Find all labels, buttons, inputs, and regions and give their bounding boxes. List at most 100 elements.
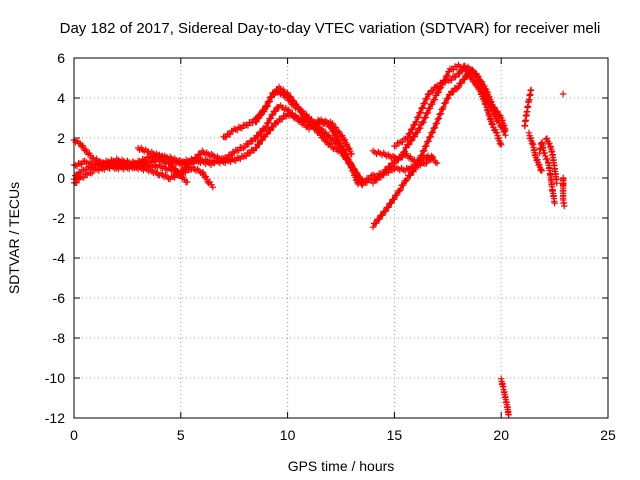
- data-point: [304, 113, 311, 121]
- data-point: [259, 137, 266, 144]
- data-point: [480, 95, 487, 102]
- data-point: [415, 113, 422, 121]
- data-point: [444, 72, 451, 79]
- data-point: [369, 224, 377, 231]
- y-tick-label: -4: [53, 250, 66, 266]
- data-point: [253, 118, 260, 126]
- data-point: [315, 128, 322, 135]
- data-point: [256, 140, 263, 148]
- x-tick-label: 10: [280, 427, 296, 443]
- data-point: [399, 153, 406, 160]
- data-point: [489, 121, 496, 128]
- data-point: [525, 129, 533, 136]
- data-point: [382, 208, 390, 215]
- data-point: [482, 85, 489, 92]
- y-tick-label: 0: [57, 170, 65, 186]
- data-point: [527, 134, 534, 142]
- data-point: [252, 136, 259, 143]
- data-point: [177, 172, 184, 179]
- y-tick-label: -12: [45, 410, 65, 426]
- data-point: [258, 110, 265, 118]
- data-point: [458, 80, 465, 87]
- data-point: [537, 166, 544, 174]
- data-point: [419, 104, 427, 111]
- y-axis-title: SDTVAR / TECUs: [6, 182, 22, 294]
- data-point: [272, 108, 280, 115]
- data-point: [326, 140, 333, 147]
- y-tick-label: 4: [57, 90, 65, 106]
- data-point: [373, 220, 380, 227]
- data-point: [493, 129, 501, 136]
- data-point: [409, 125, 416, 133]
- data-point: [538, 167, 545, 174]
- data-point: [397, 186, 405, 193]
- data-point: [235, 147, 242, 154]
- series-arc-15: [536, 135, 560, 207]
- data-point: [541, 149, 548, 156]
- data-point: [231, 125, 238, 132]
- data-point: [407, 172, 414, 179]
- data-point: [396, 187, 404, 194]
- series-arc-11: [391, 62, 509, 150]
- series-arc-7: [220, 83, 377, 186]
- data-point: [455, 84, 462, 91]
- x-tick-label: 5: [177, 427, 185, 443]
- data-point: [432, 159, 439, 166]
- data-point: [423, 142, 430, 150]
- data-point: [408, 137, 416, 144]
- data-point: [244, 122, 252, 129]
- data-point: [417, 109, 424, 116]
- data-point: [173, 171, 180, 178]
- data-point: [442, 99, 450, 106]
- data-point: [505, 411, 512, 418]
- data-point: [426, 105, 434, 112]
- data-point: [486, 93, 493, 100]
- data-point: [134, 157, 142, 164]
- data-point: [435, 89, 442, 96]
- data-point: [368, 172, 375, 179]
- data-point: [413, 118, 420, 125]
- data-point: [561, 202, 568, 210]
- data-point: [380, 172, 387, 179]
- data-point: [391, 196, 398, 203]
- y-tick-label: 6: [57, 50, 65, 66]
- data-point: [488, 98, 495, 105]
- data-point: [481, 100, 489, 108]
- data-point: [253, 144, 260, 152]
- series-arc-8: [252, 88, 355, 158]
- data-point: [427, 133, 434, 140]
- y-tick-label: -10: [45, 370, 65, 386]
- data-point: [389, 166, 397, 174]
- data-point: [270, 123, 277, 130]
- data-point: [234, 154, 241, 161]
- data-point: [435, 115, 443, 122]
- data-point: [431, 96, 438, 103]
- data-point: [238, 125, 246, 132]
- data-point: [496, 140, 504, 147]
- y-tick-label: 2: [57, 130, 65, 146]
- data-point: [478, 90, 485, 97]
- data-point: [414, 161, 421, 168]
- data-point: [249, 119, 256, 127]
- data-point: [258, 128, 266, 136]
- x-tick-label: 20: [493, 427, 509, 443]
- data-point: [403, 177, 410, 184]
- data-point: [476, 85, 484, 92]
- data-point: [399, 139, 406, 146]
- data-point: [499, 117, 506, 124]
- data-points: [70, 61, 568, 418]
- data-point: [429, 154, 437, 161]
- data-point: [405, 141, 413, 148]
- data-point: [450, 88, 457, 95]
- data-point: [404, 134, 412, 141]
- data-point: [139, 155, 146, 163]
- series-arc-16: [525, 129, 545, 174]
- data-point: [426, 90, 433, 98]
- data-point: [265, 119, 272, 126]
- y-tick-label: -2: [53, 210, 66, 226]
- data-point: [456, 70, 463, 78]
- data-point: [452, 74, 459, 81]
- data-point: [348, 150, 355, 158]
- x-tick-label: 15: [387, 427, 403, 443]
- data-point: [264, 130, 271, 138]
